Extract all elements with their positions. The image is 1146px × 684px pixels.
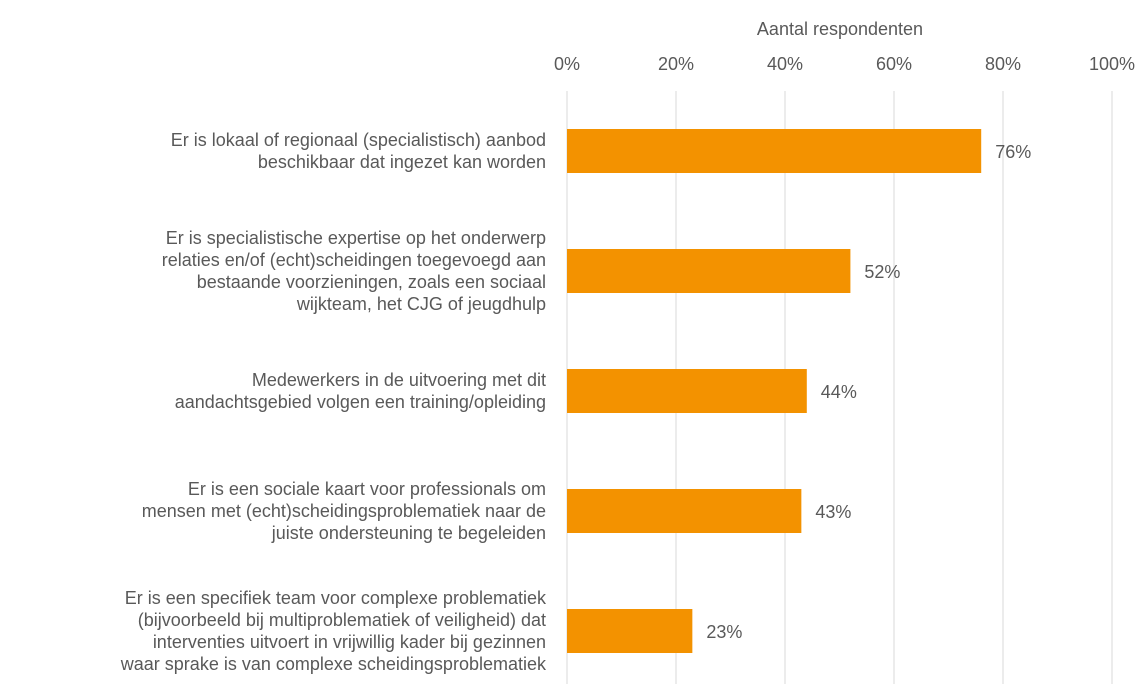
value-label: 52%	[864, 262, 900, 282]
bar	[567, 489, 802, 533]
value-label: 23%	[706, 622, 742, 642]
bar	[567, 129, 982, 173]
y-tick-label: Er is een specifiek team voor complexe p…	[120, 588, 546, 674]
value-label: 44%	[821, 382, 857, 402]
x-tick-label: 60%	[876, 54, 912, 74]
x-tick-label: 20%	[658, 54, 694, 74]
y-tick-label: Er is een sociale kaart voor professiona…	[141, 479, 546, 543]
value-label: 43%	[815, 502, 851, 522]
x-tick-label: 100%	[1089, 54, 1135, 74]
x-tick-label: 0%	[554, 54, 580, 74]
bar	[567, 249, 851, 293]
axis-title: Aantal respondenten	[757, 19, 923, 39]
bar	[567, 369, 807, 413]
value-label: 76%	[995, 142, 1031, 162]
y-tick-label: Er is specialistische expertise op het o…	[161, 228, 546, 314]
y-tick-label: Medewerkers in de uitvoering met dit aan…	[174, 370, 546, 412]
bar	[567, 609, 693, 653]
x-tick-label: 40%	[767, 54, 803, 74]
y-tick-label: Er is lokaal of regionaal (specialistisc…	[170, 130, 546, 172]
x-tick-label: 80%	[985, 54, 1021, 74]
